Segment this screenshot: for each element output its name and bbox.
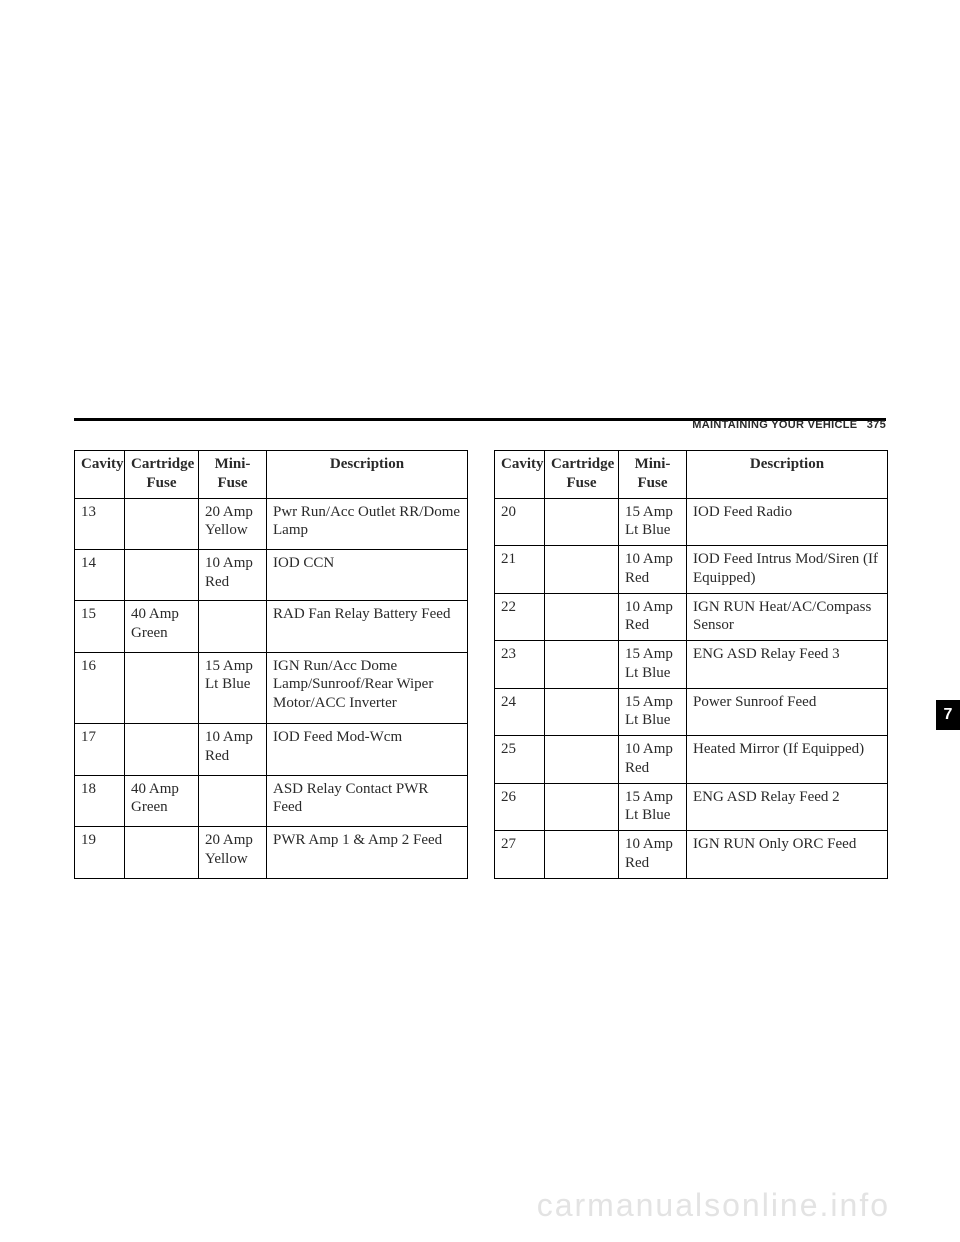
cell-cartridge <box>125 652 199 724</box>
cell-desc: IOD Feed Radio <box>687 498 888 546</box>
table-row: 23 15 Amp Lt Blue ENG ASD Relay Feed 3 <box>495 641 888 689</box>
cell-desc: Power Sunroof Feed <box>687 688 888 736</box>
cell-cavity: 21 <box>495 546 545 594</box>
cell-mini: 15 Amp Lt Blue <box>619 783 687 831</box>
cell-cavity: 24 <box>495 688 545 736</box>
cell-cavity: 16 <box>75 652 125 724</box>
cell-mini: 15 Amp Lt Blue <box>619 688 687 736</box>
table-row: 14 10 Amp Red IOD CCN <box>75 549 468 600</box>
table-row: 26 15 Amp Lt Blue ENG ASD Relay Feed 2 <box>495 783 888 831</box>
cell-cartridge <box>545 498 619 546</box>
col-cartridge: Cartridge Fuse <box>545 451 619 499</box>
cell-desc: IOD CCN <box>267 549 468 600</box>
cell-desc: IOD Feed Intrus Mod/Siren (If Equipped) <box>687 546 888 594</box>
cell-cavity: 18 <box>75 775 125 826</box>
cell-cavity: 27 <box>495 831 545 879</box>
table-row: 16 15 Amp Lt Blue IGN Run/Acc Dome Lamp/… <box>75 652 468 724</box>
cell-mini: 20 Amp Yellow <box>199 498 267 549</box>
cell-mini: 15 Amp Lt Blue <box>199 652 267 724</box>
cell-desc: IGN RUN Only ORC Feed <box>687 831 888 879</box>
cell-desc: ASD Relay Contact PWR Feed <box>267 775 468 826</box>
cell-cavity: 13 <box>75 498 125 549</box>
page-header: MAINTAINING YOUR VEHICLE 375 <box>692 419 886 431</box>
cell-cartridge <box>545 736 619 784</box>
cell-cartridge <box>545 688 619 736</box>
section-tab: 7 <box>936 700 960 730</box>
table-row: 20 15 Amp Lt Blue IOD Feed Radio <box>495 498 888 546</box>
col-cavity: Cavity <box>75 451 125 499</box>
cell-desc: ENG ASD Relay Feed 2 <box>687 783 888 831</box>
cell-cavity: 17 <box>75 724 125 775</box>
page-number: 375 <box>867 419 886 431</box>
table-row: 18 40 Amp Green ASD Relay Contact PWR Fe… <box>75 775 468 826</box>
cell-mini: 20 Amp Yellow <box>199 827 267 878</box>
table-header-row: Cavity Cartridge Fuse Mini-Fuse Descript… <box>495 451 888 499</box>
cell-cartridge <box>125 498 199 549</box>
cell-desc: PWR Amp 1 & Amp 2 Feed <box>267 827 468 878</box>
col-mini: Mini-Fuse <box>619 451 687 499</box>
table-row: 13 20 Amp Yellow Pwr Run/Acc Outlet RR/D… <box>75 498 468 549</box>
col-cavity: Cavity <box>495 451 545 499</box>
table-row: 24 15 Amp Lt Blue Power Sunroof Feed <box>495 688 888 736</box>
table-row: 27 10 Amp Red IGN RUN Only ORC Feed <box>495 831 888 879</box>
tables-wrapper: Cavity Cartridge Fuse Mini-Fuse Descript… <box>74 450 886 879</box>
cell-cavity: 22 <box>495 593 545 641</box>
cell-cartridge <box>125 724 199 775</box>
cell-mini: 15 Amp Lt Blue <box>619 641 687 689</box>
fuse-table-left: Cavity Cartridge Fuse Mini-Fuse Descript… <box>74 450 468 879</box>
table-row: 25 10 Amp Red Heated Mirror (If Equipped… <box>495 736 888 784</box>
cell-mini: 10 Amp Red <box>199 549 267 600</box>
table-row: 15 40 Amp Green RAD Fan Relay Battery Fe… <box>75 601 468 652</box>
cell-mini: 10 Amp Red <box>199 724 267 775</box>
cell-desc: Heated Mirror (If Equipped) <box>687 736 888 784</box>
cell-cartridge <box>545 593 619 641</box>
cell-mini: 10 Amp Red <box>619 546 687 594</box>
cell-cartridge <box>545 641 619 689</box>
page: MAINTAINING YOUR VEHICLE 375 Cavity Cart… <box>0 0 960 1242</box>
cell-desc: RAD Fan Relay Battery Feed <box>267 601 468 652</box>
table-row: 19 20 Amp Yellow PWR Amp 1 & Amp 2 Feed <box>75 827 468 878</box>
fuse-table-right: Cavity Cartridge Fuse Mini-Fuse Descript… <box>494 450 888 879</box>
cell-cavity: 23 <box>495 641 545 689</box>
cell-mini: 15 Amp Lt Blue <box>619 498 687 546</box>
cell-cavity: 20 <box>495 498 545 546</box>
col-description: Description <box>687 451 888 499</box>
cell-cavity: 19 <box>75 827 125 878</box>
cell-mini: 10 Amp Red <box>619 831 687 879</box>
cell-cavity: 25 <box>495 736 545 784</box>
table-row: 22 10 Amp Red IGN RUN Heat/AC/Compass Se… <box>495 593 888 641</box>
cell-cartridge <box>545 783 619 831</box>
cell-cavity: 15 <box>75 601 125 652</box>
cell-desc: ENG ASD Relay Feed 3 <box>687 641 888 689</box>
cell-cartridge <box>125 827 199 878</box>
table-row: 17 10 Amp Red IOD Feed Mod-Wcm <box>75 724 468 775</box>
watermark: carmanualsonline.info <box>537 1187 890 1224</box>
col-mini: Mini-Fuse <box>199 451 267 499</box>
cell-desc: IGN Run/Acc Dome Lamp/Sunroof/Rear Wiper… <box>267 652 468 724</box>
cell-mini: 10 Amp Red <box>619 593 687 641</box>
table-header-row: Cavity Cartridge Fuse Mini-Fuse Descript… <box>75 451 468 499</box>
cell-cartridge <box>545 831 619 879</box>
cell-mini <box>199 601 267 652</box>
col-cartridge: Cartridge Fuse <box>125 451 199 499</box>
section-title: MAINTAINING YOUR VEHICLE <box>692 419 857 431</box>
cell-mini: 10 Amp Red <box>619 736 687 784</box>
cell-desc: IOD Feed Mod-Wcm <box>267 724 468 775</box>
cell-cartridge <box>545 546 619 594</box>
table-row: 21 10 Amp Red IOD Feed Intrus Mod/Siren … <box>495 546 888 594</box>
cell-cartridge: 40 Amp Green <box>125 601 199 652</box>
cell-cartridge: 40 Amp Green <box>125 775 199 826</box>
cell-mini <box>199 775 267 826</box>
cell-cartridge <box>125 549 199 600</box>
cell-desc: Pwr Run/Acc Outlet RR/Dome Lamp <box>267 498 468 549</box>
cell-cavity: 14 <box>75 549 125 600</box>
cell-desc: IGN RUN Heat/AC/Compass Sensor <box>687 593 888 641</box>
col-description: Description <box>267 451 468 499</box>
cell-cavity: 26 <box>495 783 545 831</box>
